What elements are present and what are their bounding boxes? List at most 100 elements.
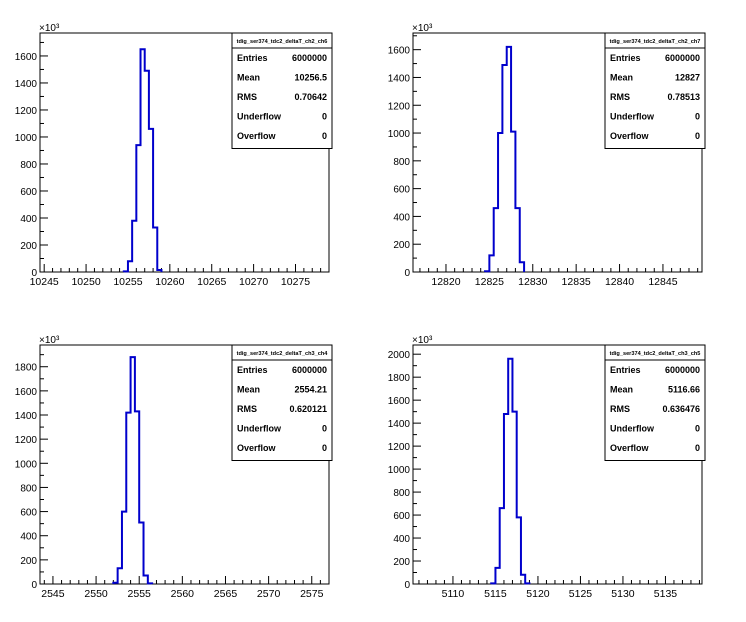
y-tick-label: 400 [393,212,410,223]
y-tick-label: 400 [393,534,410,545]
stats-label: Mean [237,385,260,395]
x-tick-label: 5120 [526,588,550,600]
x-tick-label: 5125 [569,588,593,600]
stats-label: Underflow [237,424,282,434]
stats-value: 6000000 [665,53,700,63]
y-tick-label: 1200 [388,442,411,453]
y-tick-label: 800 [20,160,37,171]
histogram-title: tdig_ser374_tdc2_deltaT_ch3_ch4 [237,351,329,357]
x-tick-label: 5110 [442,588,465,600]
y-tick-label: 200 [393,240,410,251]
stats-label: Underflow [610,424,655,434]
x-tick-label: 2545 [41,588,65,600]
y-tick-label: 800 [393,157,410,168]
stats-label: RMS [610,404,630,414]
y-tick-label: 1400 [388,73,411,84]
stats-box: tdig_ser374_tdc2_deltaT_ch2_ch6 Entries 60… [231,32,333,149]
y-tick-label: 1600 [15,52,38,63]
y-tick-label: 0 [31,580,37,591]
stats-box: tdig_ser374_tdc2_deltaT_ch3_ch5 Entries 60… [604,344,706,461]
y-tick-label: 0 [31,268,37,279]
histogram-title: tdig_ser374_tdc2_deltaT_ch2_ch6 [237,39,328,45]
stats-label: Overflow [610,131,650,141]
stats-value: 0 [695,131,700,141]
x-tick-label: 2565 [214,588,238,600]
y-tick-label: 400 [20,532,37,543]
x-tick-label: 2570 [257,588,281,600]
stats-value: 6000000 [665,365,700,375]
x-tick-label: 12840 [605,276,634,288]
stats-value: 6000000 [292,53,327,63]
stats-label: RMS [237,404,257,414]
x-tick-label: 10275 [281,276,310,288]
x-tick-label: 5115 [484,588,507,600]
histogram-outline [122,48,163,273]
stats-label: Entries [237,53,268,63]
stats-label: Entries [610,365,641,375]
y-tick-label: 0 [404,268,410,279]
stats-label: Overflow [237,443,277,453]
x-tick-label: 2555 [128,588,152,600]
histogram-panel-2: 0 200 400 600 800 1000 1200 1400 1600 12820 12825 1… [388,23,706,288]
y-tick-label: 1600 [15,387,38,398]
stats-label: Underflow [237,112,282,122]
x-tick-label: 10270 [239,276,268,288]
plot-frame [412,32,703,273]
x-tick-label: 12830 [518,276,547,288]
stats-value: 12827 [675,73,700,83]
stats-value: 2554.21 [294,385,327,395]
histogram-panel-4: 0 200 400 600 800 1000 1200 1400 1600 1800 2000 511… [388,335,706,600]
stats-box-frame [604,32,706,149]
stats-label: Entries [237,365,268,375]
stats-label: Underflow [610,112,655,122]
stats-box: tdig_ser374_tdc2_deltaT_ch3_ch4 Entries 60… [231,344,333,461]
stats-value: 0.78513 [667,92,700,102]
stats-label: Entries [610,53,641,63]
histogram-outline [112,356,154,585]
y-tick-label: 600 [393,185,410,196]
stats-value: 6000000 [292,365,327,375]
x-tick-label: 2550 [84,588,108,600]
y-tick-label: 2000 [388,350,411,361]
stats-value: 0 [322,443,327,453]
y-tick-label: 1000 [15,459,38,470]
x-tick-label: 12820 [431,276,460,288]
stats-box-frame [604,344,706,461]
histogram-outline [484,45,526,273]
y-tick-label: 1400 [15,79,38,90]
stats-box-frame [231,344,333,461]
histogram-panel-1: 0 200 400 600 800 1000 1200 1400 1600 10245 10250 1… [15,23,333,288]
y-tick-label: 1800 [388,373,411,384]
y-exponent-label: ×10³ [39,335,60,346]
x-tick-label: 5135 [654,588,678,600]
stats-box: tdig_ser374_tdc2_deltaT_ch2_ch7 Entries 60… [604,32,706,149]
plot-frame [39,32,330,273]
stats-value: 5116.66 [668,385,700,395]
stats-label: Overflow [610,443,650,453]
y-tick-label: 600 [393,511,410,522]
histogram-title: tdig_ser374_tdc2_deltaT_ch3_ch5 [610,351,701,357]
stats-label: Mean [237,73,260,83]
y-tick-label: 1200 [15,106,38,117]
x-tick-label: 10255 [113,276,142,288]
stats-value: 0.620121 [289,404,327,414]
x-tick-label: 5130 [611,588,635,600]
stats-value: 0 [695,112,700,122]
y-tick-label: 0 [404,580,410,591]
y-tick-label: 1000 [388,465,411,476]
y-tick-label: 400 [20,214,37,225]
stats-box-frame [231,32,333,149]
stats-label: Overflow [237,131,277,141]
stats-value: 0 [322,112,327,122]
x-tick-label: 2575 [300,588,324,600]
stats-label: RMS [610,92,630,102]
y-tick-label: 1800 [15,363,38,374]
stats-value: 0.70642 [294,92,327,102]
y-tick-label: 200 [20,241,37,252]
y-exponent-label: ×10³ [39,23,60,34]
y-tick-label: 200 [393,557,410,568]
stats-value: 0 [322,424,327,434]
stats-label: RMS [237,92,257,102]
x-tick-label: 12845 [648,276,677,288]
